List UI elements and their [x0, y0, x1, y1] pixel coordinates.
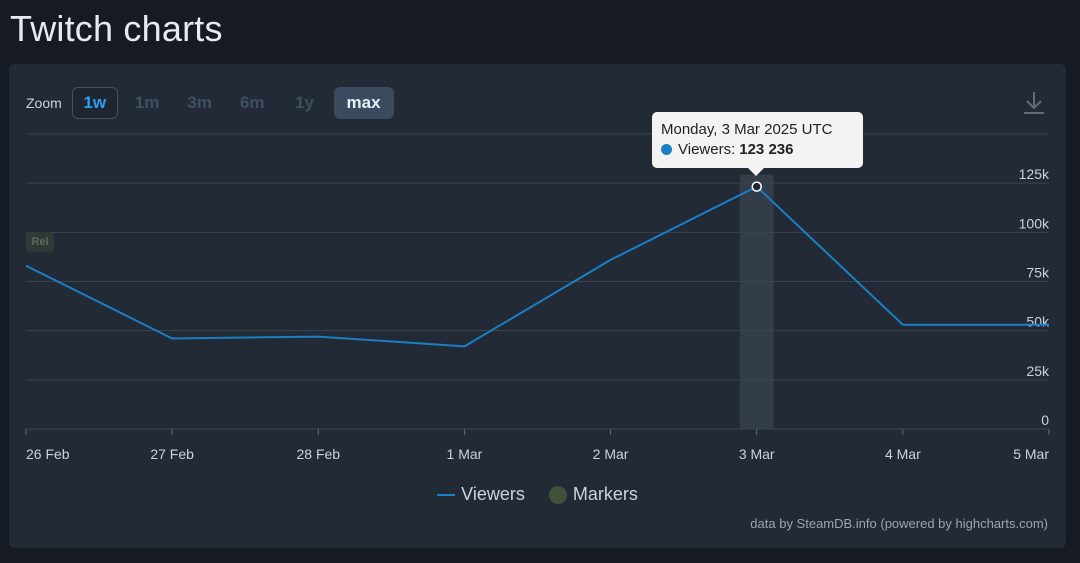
- chart-card: Zoom 1w 1m 3m 6m 1y max 0 25k 50k 75k 100k 12…: [9, 64, 1066, 548]
- y-tick-label: 100k: [1019, 215, 1050, 231]
- zoom-1y-button[interactable]: 1y: [282, 87, 328, 119]
- series-line-viewers: [25, 185, 1049, 348]
- x-tick-label: 28 Feb: [296, 446, 340, 462]
- x-tick-label: 26 Feb: [26, 446, 70, 462]
- viewers-chart: 0 25k 50k 75k 100k 125k 26 Feb 27 Feb 28 Feb 1 Ma…: [25, 133, 1050, 462]
- zoom-3m-button[interactable]: 3m: [176, 87, 223, 119]
- zoom-bar: Zoom 1w 1m 3m 6m 1y max: [26, 86, 394, 120]
- y-tick-label: 0: [1041, 412, 1049, 428]
- tooltip-series-dot: [661, 144, 672, 155]
- tooltip-label: Viewers:: [678, 141, 736, 158]
- page-title: Twitch charts: [10, 8, 223, 49]
- y-tick-label: 75k: [1026, 265, 1050, 281]
- zoom-6m-button[interactable]: 6m: [229, 87, 276, 119]
- legend-markers-label: Markers: [572, 484, 638, 504]
- x-tick-label: 4 Mar: [885, 446, 921, 462]
- x-tick-label: 2 Mar: [593, 446, 629, 462]
- y-tick-label: 50k: [1026, 314, 1050, 330]
- hover-highlight-band: [739, 174, 774, 429]
- zoom-1m-button[interactable]: 1m: [124, 87, 171, 119]
- y-tick-label: 125k: [1019, 166, 1050, 182]
- tooltip-date: Monday, 3 Mar 2025 UTC: [661, 121, 833, 138]
- zoom-max-button[interactable]: max: [333, 87, 394, 119]
- x-tick-label: 5 Mar: [1013, 446, 1049, 462]
- zoom-1w-button[interactable]: 1w: [71, 87, 118, 119]
- y-tick-label: 25k: [1026, 363, 1050, 379]
- release-marker-flag[interactable]: Rel: [26, 232, 54, 252]
- chart-credits[interactable]: data by SteamDB.info (powered by highcha…: [750, 516, 1048, 531]
- legend-line-icon: [437, 493, 456, 496]
- x-tick-label: 27 Feb: [150, 446, 194, 462]
- x-tick-label: 3 Mar: [739, 446, 775, 462]
- legend-viewers-label: Viewers: [461, 484, 525, 504]
- tooltip-value: 123 236: [739, 141, 794, 158]
- hovered-data-point: [751, 181, 762, 192]
- legend-dot-icon: [548, 485, 567, 504]
- legend-item-markers[interactable]: Markers: [548, 484, 638, 505]
- legend-item-viewers[interactable]: Viewers: [437, 484, 525, 505]
- x-tick-label: 1 Mar: [447, 446, 483, 462]
- chart-tooltip: Monday, 3 Mar 2025 UTC Viewers: 123 236: [652, 112, 863, 176]
- download-icon[interactable]: [1022, 90, 1046, 116]
- chart-legend: Viewers Markers: [9, 484, 1066, 505]
- zoom-label: Zoom: [26, 95, 62, 111]
